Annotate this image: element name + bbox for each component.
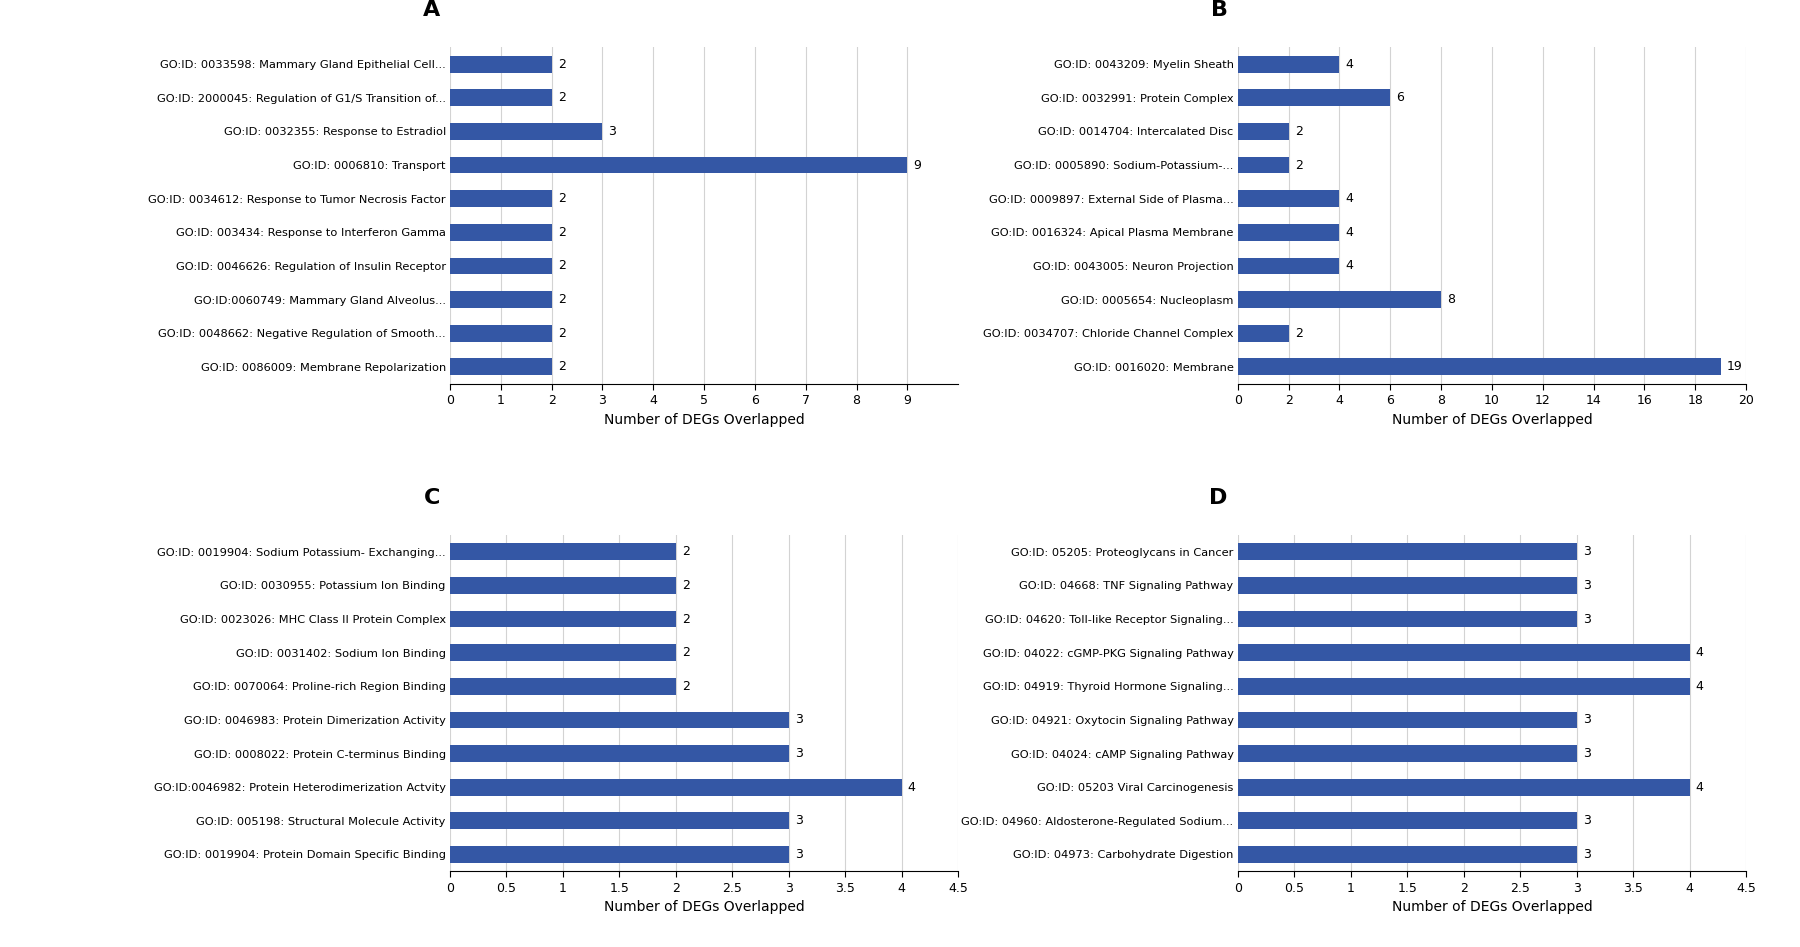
Text: 4: 4 bbox=[907, 780, 916, 794]
Text: 3: 3 bbox=[796, 713, 803, 726]
Text: 8: 8 bbox=[1447, 293, 1454, 306]
Bar bbox=[1238, 678, 1690, 695]
Bar bbox=[1238, 544, 1577, 561]
Text: 4: 4 bbox=[1696, 680, 1703, 693]
Text: 3: 3 bbox=[608, 125, 616, 138]
Bar bbox=[1238, 258, 1339, 275]
Text: 2: 2 bbox=[558, 360, 565, 373]
Text: 2: 2 bbox=[1294, 158, 1303, 171]
Text: 3: 3 bbox=[1582, 579, 1591, 592]
Text: 3: 3 bbox=[796, 814, 803, 828]
Text: 9: 9 bbox=[914, 158, 922, 171]
Text: 3: 3 bbox=[1582, 613, 1591, 626]
Bar bbox=[450, 813, 788, 830]
Text: 2: 2 bbox=[558, 225, 565, 239]
Text: 3: 3 bbox=[1582, 545, 1591, 559]
Bar bbox=[450, 778, 902, 795]
Text: 4: 4 bbox=[1346, 259, 1354, 273]
Bar bbox=[1238, 577, 1577, 594]
Text: 4: 4 bbox=[1346, 58, 1354, 71]
Bar bbox=[450, 358, 551, 375]
Text: B: B bbox=[1211, 0, 1228, 21]
Bar bbox=[1238, 291, 1442, 308]
Bar bbox=[1238, 358, 1721, 375]
X-axis label: Number of DEGs Overlapped: Number of DEGs Overlapped bbox=[603, 901, 805, 914]
Bar bbox=[450, 611, 675, 628]
Bar bbox=[450, 745, 788, 762]
X-axis label: Number of DEGs Overlapped: Number of DEGs Overlapped bbox=[603, 413, 805, 426]
Bar bbox=[1238, 223, 1339, 241]
Text: 3: 3 bbox=[1582, 713, 1591, 726]
Text: 6: 6 bbox=[1397, 91, 1404, 104]
X-axis label: Number of DEGs Overlapped: Number of DEGs Overlapped bbox=[1391, 413, 1593, 426]
Text: 2: 2 bbox=[682, 613, 689, 626]
Bar bbox=[1238, 778, 1690, 795]
Bar bbox=[450, 644, 675, 661]
Text: D: D bbox=[1210, 488, 1228, 508]
Bar bbox=[450, 711, 788, 728]
Text: 3: 3 bbox=[796, 848, 803, 861]
Text: 2: 2 bbox=[558, 259, 565, 273]
Text: 2: 2 bbox=[558, 327, 565, 340]
Text: 19: 19 bbox=[1726, 360, 1742, 373]
Text: C: C bbox=[423, 488, 439, 508]
Bar bbox=[1238, 190, 1339, 207]
Bar bbox=[1238, 813, 1577, 830]
Bar bbox=[450, 190, 551, 207]
Bar bbox=[450, 291, 551, 308]
Bar bbox=[1238, 711, 1577, 728]
Bar bbox=[450, 846, 788, 863]
Text: 2: 2 bbox=[1294, 125, 1303, 138]
Bar bbox=[450, 577, 675, 594]
Bar bbox=[1238, 89, 1390, 106]
Bar bbox=[450, 678, 675, 695]
Text: 3: 3 bbox=[796, 747, 803, 760]
Text: 3: 3 bbox=[1582, 747, 1591, 760]
Text: 4: 4 bbox=[1346, 192, 1354, 205]
Bar bbox=[450, 325, 551, 342]
Text: 2: 2 bbox=[682, 680, 689, 693]
Bar bbox=[450, 223, 551, 241]
X-axis label: Number of DEGs Overlapped: Number of DEGs Overlapped bbox=[1391, 901, 1593, 914]
Text: 3: 3 bbox=[1582, 848, 1591, 861]
Text: 2: 2 bbox=[682, 579, 689, 592]
Bar bbox=[450, 89, 551, 106]
Bar bbox=[1238, 156, 1289, 173]
Text: 2: 2 bbox=[558, 293, 565, 306]
Bar bbox=[1238, 846, 1577, 863]
Bar bbox=[450, 544, 675, 561]
Bar bbox=[1238, 745, 1577, 762]
Bar bbox=[1238, 325, 1289, 342]
Text: 2: 2 bbox=[682, 545, 689, 559]
Text: 4: 4 bbox=[1696, 646, 1703, 659]
Bar bbox=[1238, 644, 1690, 661]
Bar bbox=[1238, 611, 1577, 628]
Text: 2: 2 bbox=[682, 646, 689, 659]
Text: 4: 4 bbox=[1346, 225, 1354, 239]
Bar bbox=[1238, 56, 1339, 73]
Bar bbox=[450, 258, 551, 275]
Text: 2: 2 bbox=[558, 91, 565, 104]
Bar bbox=[450, 123, 603, 140]
Bar bbox=[1238, 123, 1289, 140]
Text: A: A bbox=[423, 0, 439, 21]
Text: 2: 2 bbox=[558, 192, 565, 205]
Text: 4: 4 bbox=[1696, 780, 1703, 794]
Text: 2: 2 bbox=[1294, 327, 1303, 340]
Bar bbox=[450, 56, 551, 73]
Bar bbox=[450, 156, 907, 173]
Text: 2: 2 bbox=[558, 58, 565, 71]
Text: 3: 3 bbox=[1582, 814, 1591, 828]
